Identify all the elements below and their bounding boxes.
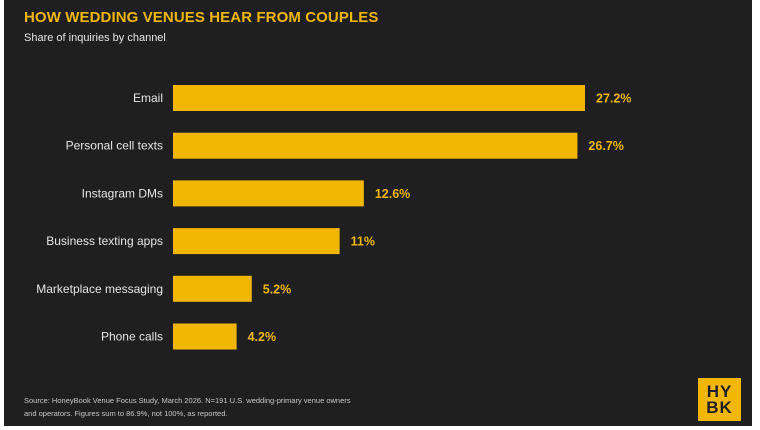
value-label: 5.2% — [263, 282, 292, 296]
chart-subtitle: Share of inquiries by channel — [24, 32, 166, 44]
bar — [173, 228, 340, 255]
bar-chart: Email 27.2% Personal cell texts 26.7% Instag… — [36, 85, 631, 350]
bar — [173, 180, 364, 207]
category-label: Phone calls — [101, 330, 163, 344]
source-line-2: and operators. Figures sum to 86.9%, not… — [24, 409, 228, 418]
value-label: 27.2% — [596, 92, 631, 106]
category-label: Email — [133, 91, 163, 105]
bar — [173, 132, 578, 159]
source-line-1: Source: HoneyBook Venue Focus Study, Mar… — [24, 396, 351, 405]
bar — [173, 323, 237, 350]
value-label: 4.2% — [248, 330, 277, 344]
bar — [173, 275, 252, 302]
category-label: Instagram DMs — [82, 186, 163, 200]
category-label: Business texting apps — [46, 234, 163, 248]
brand-logo: HY BK — [698, 378, 741, 421]
value-label: 12.6% — [375, 187, 410, 201]
logo-line-1: HY — [706, 381, 733, 401]
chart-panel: HOW WEDDING VENUES HEAR FROM COUPLES Sha… — [4, 0, 752, 426]
logo-line-2: BK — [706, 397, 733, 417]
category-label: Personal cell texts — [66, 139, 163, 153]
source-note: Source: HoneyBook Venue Focus Study, Mar… — [24, 394, 444, 420]
category-label: Marketplace messaging — [36, 282, 163, 296]
bar — [173, 85, 585, 111]
chart-title: HOW WEDDING VENUES HEAR FROM COUPLES — [24, 9, 379, 26]
value-label: 26.7% — [588, 139, 623, 153]
value-label: 11% — [351, 235, 375, 249]
